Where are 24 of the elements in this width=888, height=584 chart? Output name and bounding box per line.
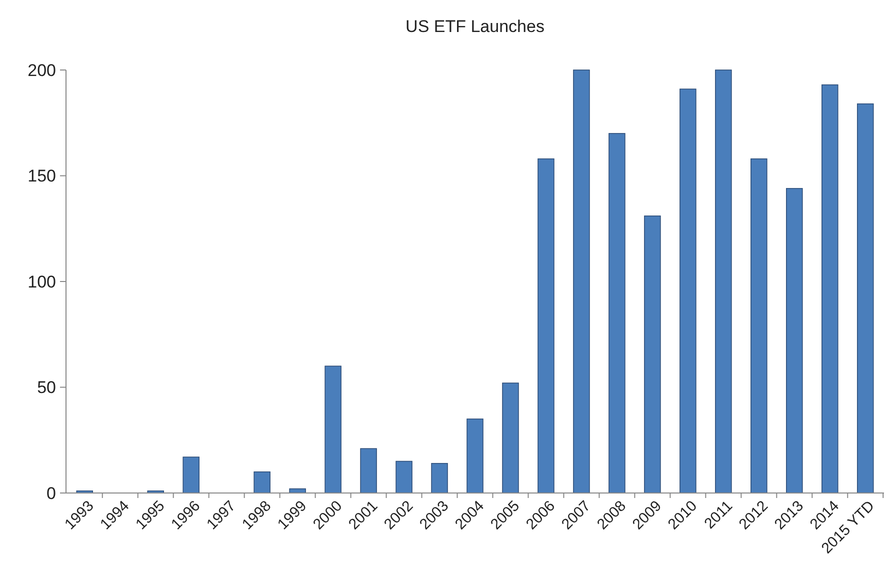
y-tick-label: 150 bbox=[28, 166, 56, 186]
bar bbox=[644, 216, 661, 494]
bar bbox=[786, 188, 803, 494]
bar bbox=[856, 103, 874, 494]
bar bbox=[608, 133, 626, 494]
bar bbox=[680, 88, 696, 494]
bar bbox=[821, 84, 838, 494]
y-tick-label: 200 bbox=[28, 60, 56, 80]
y-tick-label: 100 bbox=[28, 272, 56, 292]
bar bbox=[396, 460, 412, 494]
y-tick-label: 50 bbox=[37, 378, 56, 398]
bar bbox=[502, 382, 519, 494]
bar bbox=[360, 448, 377, 494]
bar bbox=[431, 462, 448, 494]
bar bbox=[466, 418, 484, 494]
chart-title: US ETF Launches bbox=[406, 17, 544, 36]
bar bbox=[573, 70, 590, 494]
bar bbox=[715, 70, 732, 494]
bar bbox=[538, 158, 554, 494]
bar bbox=[324, 366, 342, 494]
y-tick-label: 0 bbox=[46, 484, 56, 503]
bar bbox=[182, 456, 200, 494]
bar bbox=[750, 158, 768, 494]
bar bbox=[254, 471, 270, 494]
